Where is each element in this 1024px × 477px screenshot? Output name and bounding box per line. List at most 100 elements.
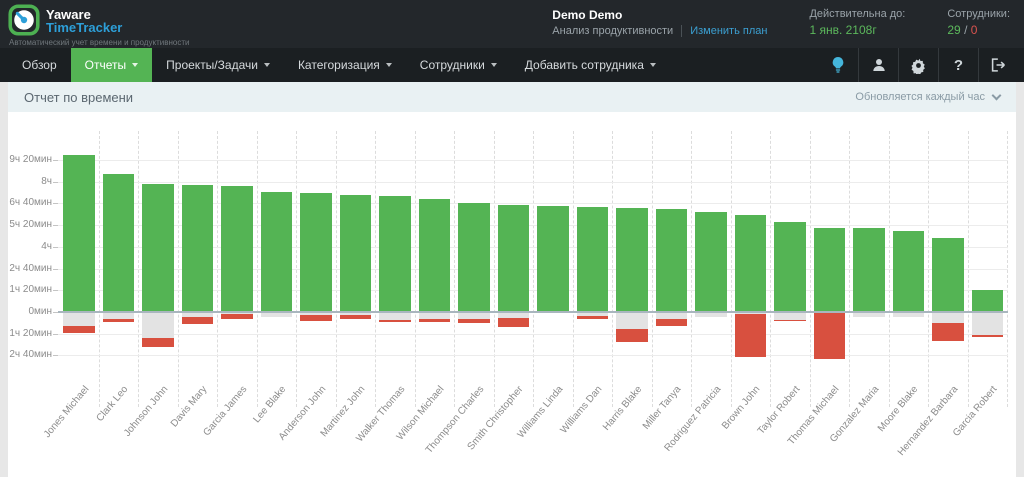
nav-item-projects-tasks[interactable]: Проекты/Задачи (152, 48, 284, 82)
bar-segment-productive[interactable] (260, 191, 292, 312)
bar-segment-unproductive[interactable] (458, 319, 490, 324)
change-plan-link[interactable]: Изменить план (690, 25, 768, 37)
bar-segment-neutral[interactable] (339, 312, 371, 316)
settings-icon[interactable] (898, 48, 938, 82)
bar-segment-unproductive[interactable] (734, 314, 766, 358)
bar-segment-unproductive[interactable] (655, 318, 687, 327)
user-icon[interactable] (858, 48, 898, 82)
bar-segment-neutral[interactable] (418, 312, 450, 319)
bar-segment-productive[interactable] (221, 186, 253, 312)
bar-segment-productive[interactable] (932, 237, 964, 312)
bar-segment-neutral[interactable] (971, 312, 1003, 336)
bar-segment-neutral[interactable] (734, 312, 766, 315)
y-gridline (58, 268, 1008, 270)
bar-segment-neutral[interactable] (695, 312, 727, 317)
bar-segment-unproductive[interactable] (339, 315, 371, 320)
help-icon[interactable]: ? (938, 48, 978, 82)
bar-segment-unproductive[interactable] (971, 335, 1003, 337)
nav-item-categorization[interactable]: Категоризация (284, 48, 406, 82)
bar-segment-neutral[interactable] (142, 312, 174, 338)
bar-segment-unproductive[interactable] (576, 316, 608, 319)
nav-item-label: Категоризация (297, 58, 380, 72)
bar-segment-unproductive[interactable] (63, 325, 95, 333)
bar-segment-productive[interactable] (537, 206, 569, 312)
y-axis-tick-label: 4ч (41, 240, 52, 252)
y-gridline (58, 246, 1008, 248)
y-axis-tickmark (53, 181, 58, 183)
logout-icon[interactable] (978, 48, 1018, 82)
bar-segment-productive[interactable] (853, 227, 885, 312)
brand-tagline: Автоматический учет времени и продуктивн… (9, 38, 190, 47)
bar-segment-productive[interactable] (734, 214, 766, 312)
bar-segment-neutral[interactable] (497, 312, 529, 318)
nav-item-label: Сотрудники (419, 58, 485, 72)
bar-segment-productive[interactable] (339, 194, 371, 312)
bar-segment-productive[interactable] (418, 199, 450, 312)
bar-segment-unproductive[interactable] (774, 319, 806, 322)
bar-segment-unproductive[interactable] (102, 319, 134, 323)
bar-segment-productive[interactable] (774, 222, 806, 312)
app-logo[interactable]: Yaware TimeTracker (8, 4, 122, 36)
idea-icon[interactable] (818, 48, 858, 82)
bar-segment-unproductive[interactable] (497, 317, 529, 327)
bar-segment-productive[interactable] (616, 207, 648, 312)
bar-segment-neutral[interactable] (932, 312, 964, 323)
nav-item-add-employee[interactable]: Добавить сотрудника (511, 48, 670, 82)
bar-segment-productive[interactable] (695, 212, 727, 312)
bar-segment-productive[interactable] (813, 227, 845, 312)
chevron-down-icon (991, 90, 1002, 100)
bar-segment-unproductive[interactable] (418, 318, 450, 323)
report-titlebar: Отчет по времени Обновляется каждый час (8, 82, 1016, 112)
bar-segment-unproductive[interactable] (616, 328, 648, 343)
chart-plot-area: 9ч 20мин 8ч 6ч 40мин 5ч 20мин 4ч 2ч 40мин 1ч 2… (8, 112, 1016, 477)
y-axis-tickmark (53, 246, 58, 248)
bar-segment-neutral[interactable] (260, 312, 292, 317)
bar-segment-neutral[interactable] (181, 312, 213, 317)
bar-segment-productive[interactable] (379, 196, 411, 312)
bar-segment-neutral[interactable] (63, 312, 95, 326)
y-axis-tick-label: 2ч 40мин (9, 349, 52, 361)
account-plan: Анализ продуктивности (552, 25, 674, 37)
bar-segment-productive[interactable] (458, 202, 490, 312)
y-gridline (58, 290, 1008, 292)
bar-segment-neutral[interactable] (458, 312, 490, 320)
bar-segment-productive[interactable] (300, 193, 332, 312)
y-axis-tick-label: 9ч 20мин (9, 154, 52, 166)
bar-segment-neutral[interactable] (576, 312, 608, 317)
bar-segment-unproductive[interactable] (142, 337, 174, 348)
bar-segment-neutral[interactable] (655, 312, 687, 319)
bar-segment-productive[interactable] (497, 204, 529, 312)
nav-item-overview[interactable]: Обзор (8, 48, 71, 82)
bar-segment-unproductive[interactable] (379, 320, 411, 322)
update-frequency-dropdown[interactable]: Обновляется каждый час (855, 90, 1002, 103)
bar-segment-neutral[interactable] (221, 312, 253, 315)
bar-segment-neutral[interactable] (892, 312, 924, 318)
bar-segment-productive[interactable] (181, 185, 213, 312)
bar-segment-neutral[interactable] (300, 312, 332, 315)
bar-segment-productive[interactable] (655, 208, 687, 312)
bar-segment-productive[interactable] (102, 174, 134, 312)
bar-segment-productive[interactable] (971, 289, 1003, 312)
y-gridline (58, 355, 1008, 357)
bar-segment-neutral[interactable] (102, 312, 134, 320)
bar-segment-unproductive[interactable] (300, 314, 332, 321)
bar-segment-productive[interactable] (892, 230, 924, 312)
y-axis-tick-label: 2ч 40мин (9, 262, 52, 274)
bar-segment-neutral[interactable] (379, 312, 411, 321)
bar-segment-unproductive[interactable] (221, 314, 253, 320)
bar-segment-productive[interactable] (576, 206, 608, 312)
bar-segment-neutral[interactable] (616, 312, 648, 329)
bar-segment-neutral[interactable] (853, 312, 885, 317)
bar-segment-unproductive[interactable] (932, 322, 964, 342)
y-axis-tickmark (53, 333, 58, 335)
nav-item-reports[interactable]: Отчеты (70, 48, 153, 82)
y-axis-tickmark (53, 355, 58, 357)
valid-until-label: Действительна до: (809, 8, 906, 20)
bar-segment-unproductive[interactable] (181, 316, 213, 324)
bar-segment-unproductive[interactable] (813, 312, 845, 359)
bar-segment-productive[interactable] (63, 155, 95, 312)
bar-segment-productive[interactable] (142, 184, 174, 312)
nav-item-employees[interactable]: Сотрудники (406, 48, 511, 82)
bar-segment-neutral[interactable] (774, 312, 806, 320)
x-axis-label: Jones Michael (41, 384, 92, 441)
